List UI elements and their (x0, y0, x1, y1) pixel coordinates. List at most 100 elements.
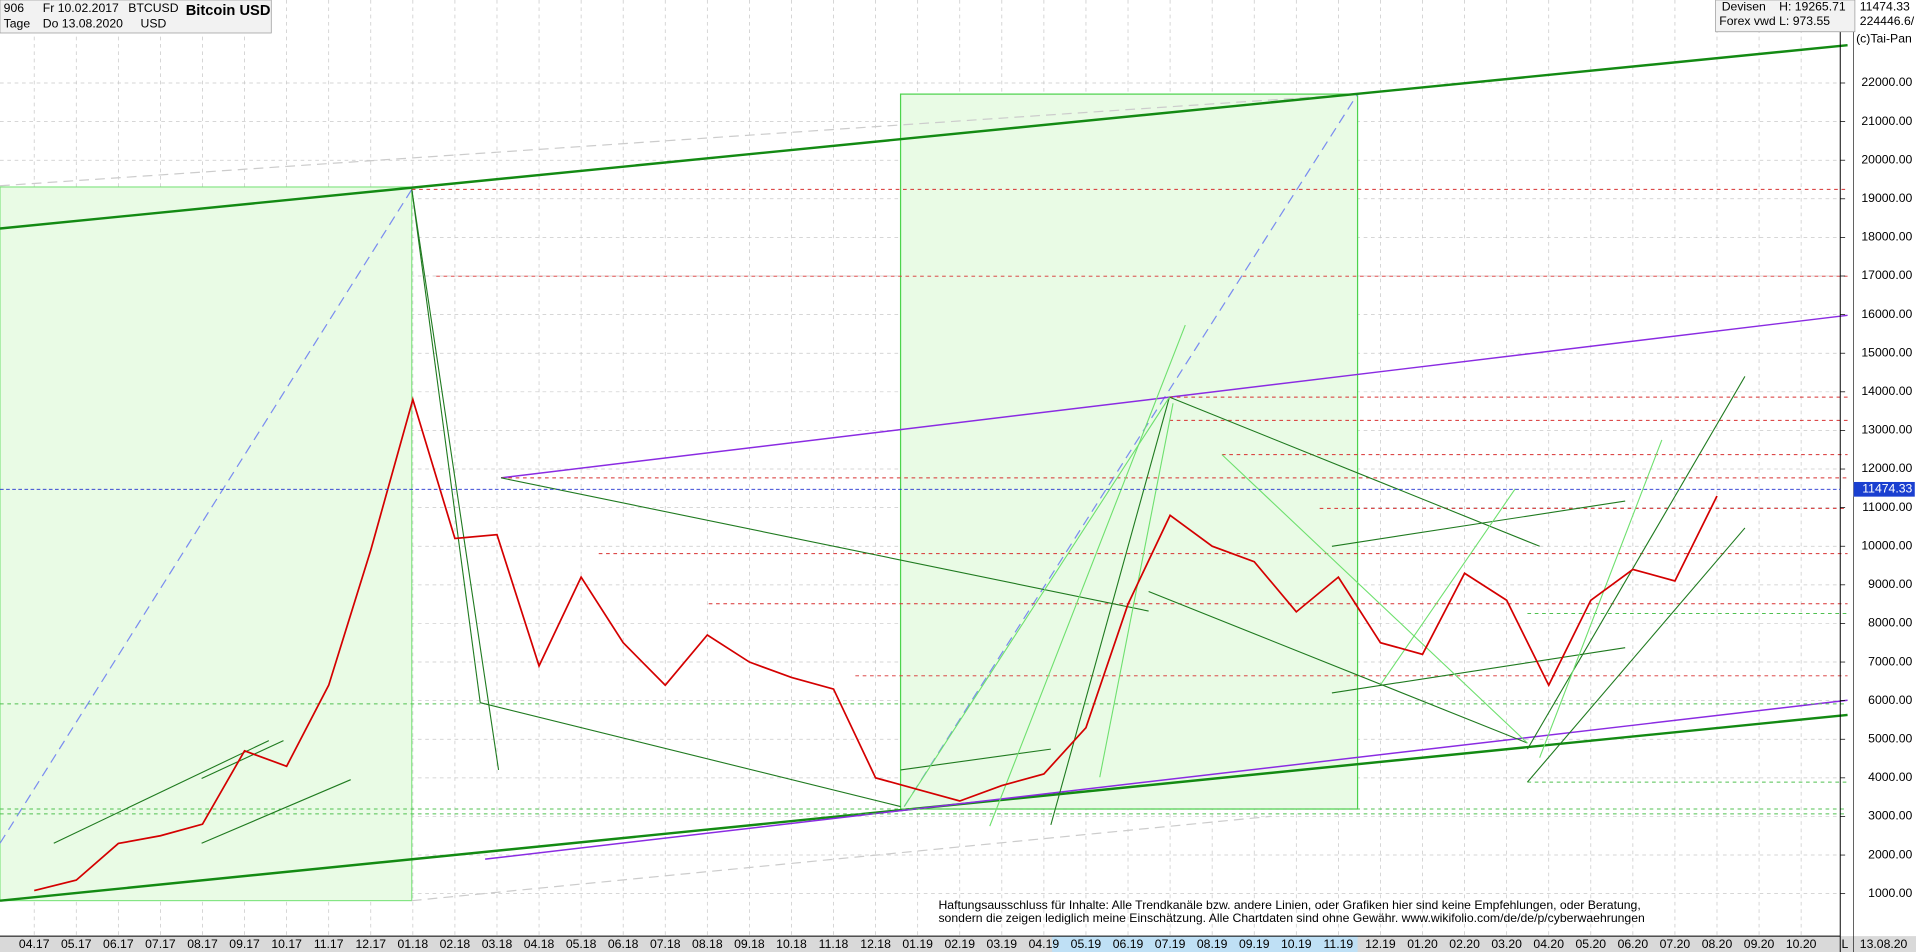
trend-line (0, 93, 1358, 187)
last-price-box (1853, 481, 1915, 497)
chart-title: Bitcoin USD (186, 3, 271, 19)
x-tick-label: 11.18 (819, 937, 849, 951)
x-tick-label: 12.18 (860, 937, 891, 951)
info-type: Devisen (1722, 0, 1766, 14)
x-tick-label: 11.17 (314, 937, 344, 951)
fan-lines (903, 324, 1663, 827)
y-tick-label: 22000.00 (1861, 75, 1912, 89)
x-tick-label: 03.20 (1491, 937, 1522, 951)
x-tick-label: 08.17 (187, 937, 218, 951)
header-panel (0, 0, 272, 34)
x-tick-label: 06.19 (1113, 937, 1144, 951)
disclaimer: Haftungsausschluss für Inhalte: Alle Tre… (938, 898, 1640, 912)
x-tick-label: 03.18 (482, 937, 513, 951)
y-tick-label: 21000.00 (1861, 114, 1912, 128)
price-line (34, 396, 1718, 892)
x-tick-label: 10.20 (1786, 937, 1817, 951)
trend-line (0, 44, 1848, 230)
x-tick-label: 01.19 (902, 937, 933, 951)
x-tick-label: 08.19 (1197, 937, 1228, 951)
disclaimer: sondern die zeigen lediglich meine Einsc… (938, 911, 1644, 925)
fib-box (0, 186, 413, 902)
x-tick-label: 09.17 (229, 937, 260, 951)
x-tick-label: 08.20 (1702, 937, 1733, 951)
x-axis-band (0, 936, 1916, 952)
symbol: BTCUSD (128, 1, 178, 15)
x-tick-label: 12.17 (355, 937, 386, 951)
y-tick-label: 16000.00 (1861, 307, 1912, 321)
y-tick-label: 9000.00 (1868, 577, 1912, 591)
x-tick-label: 01.20 (1407, 937, 1438, 951)
x-tick-label: 09.19 (1239, 937, 1270, 951)
x-tick-label: 01.18 (398, 937, 429, 951)
channel-lines (53, 189, 1746, 844)
y-tick-label: 20000.00 (1861, 152, 1912, 166)
y-tick-label: 1000.00 (1868, 886, 1912, 900)
y-tick-label: 15000.00 (1861, 345, 1912, 359)
y-tick-label: 4000.00 (1868, 770, 1912, 784)
x-tick-label: 07.17 (145, 937, 176, 951)
x-tick-label: 08.18 (692, 937, 723, 951)
y-tick-label: 2000.00 (1868, 847, 1912, 861)
copyright: (c)Tai-Pan (1856, 31, 1912, 45)
trend-line (411, 815, 1271, 902)
x-tick-label: 10.17 (271, 937, 302, 951)
x-tick-label: 10.18 (776, 937, 807, 951)
x-tick-label: 10.19 (1281, 937, 1312, 951)
x-tick-label: 11.19 (1324, 937, 1354, 951)
y-tick-label: 8000.00 (1868, 616, 1912, 630)
period[interactable]: Tage (4, 17, 31, 31)
x-tick-label: 05.19 (1071, 937, 1102, 951)
x-tick-label: 12.19 (1365, 937, 1396, 951)
x-tick-label: 05.20 (1576, 937, 1607, 951)
info-panel (1715, 0, 1856, 33)
level-lines (0, 612, 1848, 815)
x-tick-label: 02.18 (440, 937, 471, 951)
info-source: Forex vwd (1719, 14, 1776, 28)
x-tick-label: 04.17 (19, 937, 50, 951)
y-tick-label: 12000.00 (1861, 461, 1912, 475)
y-tick-label: 19000.00 (1861, 191, 1912, 205)
currency: USD (141, 17, 167, 31)
x-tick-label: 05.18 (566, 937, 597, 951)
axis-mark: L (1841, 937, 1848, 951)
x-tick-label: 09.18 (734, 937, 765, 951)
x-tick-label: 04.20 (1533, 937, 1564, 951)
x-tick-label: 07.20 (1660, 937, 1691, 951)
trend-line (0, 189, 413, 844)
level-lines (411, 188, 1848, 677)
low: L: 973.55 (1779, 14, 1830, 28)
x-tick-label: 09.20 (1744, 937, 1775, 951)
end-date-label: 13.08.20 (1860, 937, 1908, 951)
y-tick-label: 10000.00 (1861, 538, 1912, 552)
y-tick-label: 14000.00 (1861, 384, 1912, 398)
last: 11474.33 (1860, 0, 1910, 14)
drawings (0, 44, 1848, 902)
volume: 224446.6/ (1860, 14, 1915, 28)
trend-line (903, 93, 1359, 807)
y-tick-label: 5000.00 (1868, 731, 1912, 745)
x-tick-label: 07.18 (650, 937, 681, 951)
y-tick-label: 3000.00 (1868, 809, 1912, 823)
y-tick-label: 18000.00 (1861, 230, 1912, 244)
trend-line (485, 699, 1848, 860)
y-tick-label: 13000.00 (1861, 423, 1912, 437)
y-tick-label: 11000.00 (1862, 500, 1912, 514)
start-date[interactable]: Fr 10.02.2017 (43, 1, 119, 15)
last-price-label: 11474.33 (1862, 482, 1912, 496)
x-axis-highlight (1052, 936, 1358, 952)
x-tick-label: 06.20 (1618, 937, 1649, 951)
x-tick-label: 02.19 (944, 937, 975, 951)
y-tick-label: 17000.00 (1861, 268, 1912, 282)
high: H: 19265.71 (1779, 0, 1846, 14)
x-tick-label: 06.17 (103, 937, 134, 951)
x-tick-label: 03.19 (987, 937, 1018, 951)
x-tick-label: 04.18 (524, 937, 555, 951)
y-tick-label: 6000.00 (1868, 693, 1912, 707)
bar-count[interactable]: 906 (4, 1, 25, 15)
x-tick-label: 06.18 (608, 937, 639, 951)
x-tick-label: 07.19 (1155, 937, 1186, 951)
end-date[interactable]: Do 13.08.2020 (43, 17, 123, 31)
y-tick-label: 7000.00 (1868, 654, 1912, 668)
